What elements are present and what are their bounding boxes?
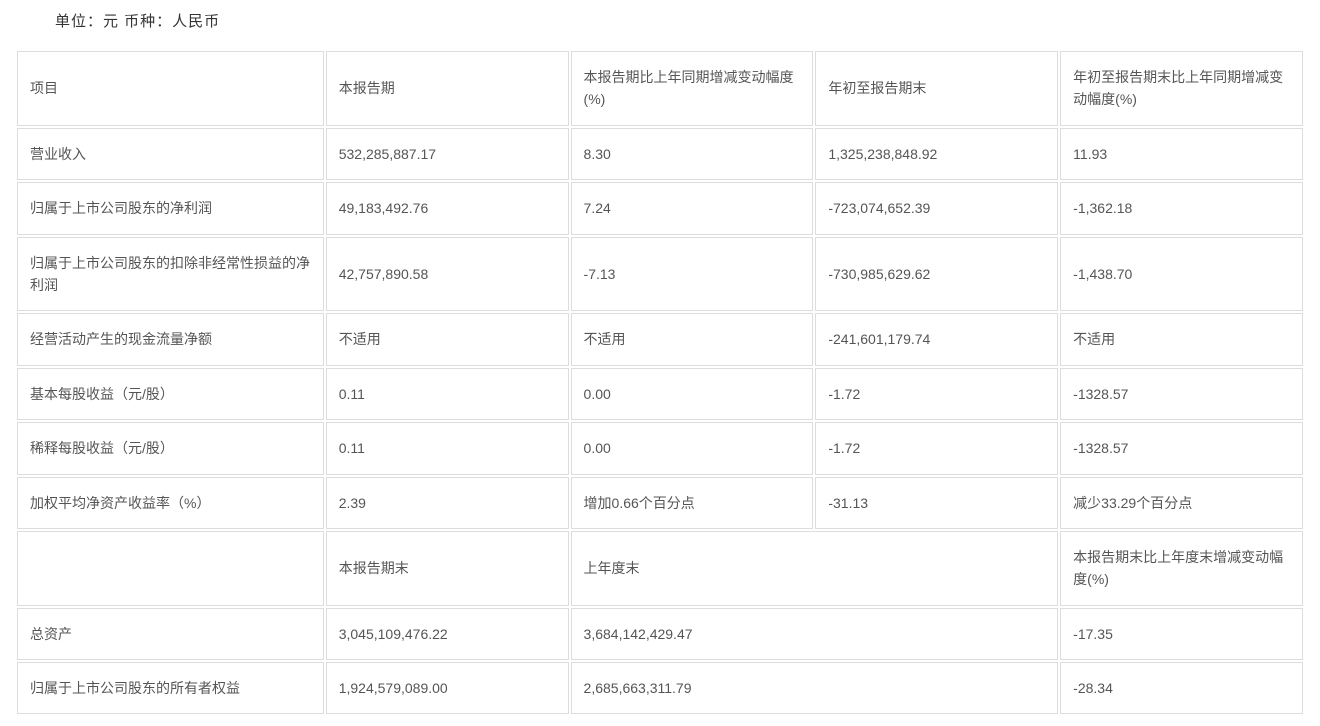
- cell-value: 减少33.29个百分点: [1060, 477, 1303, 529]
- financial-table: 项目 本报告期 本报告期比上年同期增减变动幅度(%) 年初至报告期末 年初至报告…: [15, 49, 1305, 716]
- cell-item: 稀释每股收益（元/股）: [17, 422, 324, 474]
- cell-value: -241,601,179.74: [815, 313, 1058, 365]
- cell-item: 归属于上市公司股东的净利润: [17, 182, 324, 234]
- cell-value: 0.11: [326, 422, 569, 474]
- cell-value: 42,757,890.58: [326, 237, 569, 312]
- cell-value: 3,684,142,429.47: [571, 608, 1059, 660]
- table-row: 稀释每股收益（元/股） 0.11 0.00 -1.72 -1328.57: [17, 422, 1303, 474]
- cell-value: -1328.57: [1060, 422, 1303, 474]
- cell-item-blank: [17, 531, 324, 606]
- cell-value: 7.24: [571, 182, 814, 234]
- unit-label: 单位：元 币种：人民币: [55, 10, 1305, 31]
- col-header-period-end: 本报告期末: [326, 531, 569, 606]
- cell-item: 归属于上市公司股东的扣除非经常性损益的净利润: [17, 237, 324, 312]
- table-row: 经营活动产生的现金流量净额 不适用 不适用 -241,601,179.74 不适…: [17, 313, 1303, 365]
- table-row: 归属于上市公司股东的扣除非经常性损益的净利润 42,757,890.58 -7.…: [17, 237, 1303, 312]
- cell-item: 加权平均净资产收益率（%）: [17, 477, 324, 529]
- cell-value: 不适用: [326, 313, 569, 365]
- col-header-item: 项目: [17, 51, 324, 126]
- cell-item: 总资产: [17, 608, 324, 660]
- col-header-ytd-chg: 年初至报告期末比上年同期增减变动幅度(%): [1060, 51, 1303, 126]
- cell-value: 49,183,492.76: [326, 182, 569, 234]
- cell-item: 经营活动产生的现金流量净额: [17, 313, 324, 365]
- cell-value: 532,285,887.17: [326, 128, 569, 180]
- cell-value: -1,362.18: [1060, 182, 1303, 234]
- cell-item: 归属于上市公司股东的所有者权益: [17, 662, 324, 714]
- table-header-row: 项目 本报告期 本报告期比上年同期增减变动幅度(%) 年初至报告期末 年初至报告…: [17, 51, 1303, 126]
- cell-value: 2,685,663,311.79: [571, 662, 1059, 714]
- cell-value: 8.30: [571, 128, 814, 180]
- cell-value: 不适用: [571, 313, 814, 365]
- cell-value: 0.11: [326, 368, 569, 420]
- cell-value: 1,924,579,089.00: [326, 662, 569, 714]
- table-subheader-row: 本报告期末 上年度末 本报告期末比上年度末增减变动幅度(%): [17, 531, 1303, 606]
- cell-value: -730,985,629.62: [815, 237, 1058, 312]
- col-header-change-pct: 本报告期末比上年度末增减变动幅度(%): [1060, 531, 1303, 606]
- cell-value: 不适用: [1060, 313, 1303, 365]
- cell-value: -7.13: [571, 237, 814, 312]
- col-header-prev-year-end: 上年度末: [571, 531, 1059, 606]
- cell-value: 3,045,109,476.22: [326, 608, 569, 660]
- cell-value: -31.13: [815, 477, 1058, 529]
- table-row: 营业收入 532,285,887.17 8.30 1,325,238,848.9…: [17, 128, 1303, 180]
- cell-value: -1,438.70: [1060, 237, 1303, 312]
- col-header-current-chg: 本报告期比上年同期增减变动幅度(%): [571, 51, 814, 126]
- table-row: 归属于上市公司股东的净利润 49,183,492.76 7.24 -723,07…: [17, 182, 1303, 234]
- cell-value: 0.00: [571, 368, 814, 420]
- cell-value: -28.34: [1060, 662, 1303, 714]
- cell-item: 基本每股收益（元/股）: [17, 368, 324, 420]
- col-header-current: 本报告期: [326, 51, 569, 126]
- cell-value: 0.00: [571, 422, 814, 474]
- cell-value: -1328.57: [1060, 368, 1303, 420]
- cell-value: -723,074,652.39: [815, 182, 1058, 234]
- cell-value: 2.39: [326, 477, 569, 529]
- table-row: 归属于上市公司股东的所有者权益 1,924,579,089.00 2,685,6…: [17, 662, 1303, 714]
- cell-value: 1,325,238,848.92: [815, 128, 1058, 180]
- table-row: 加权平均净资产收益率（%） 2.39 增加0.66个百分点 -31.13 减少3…: [17, 477, 1303, 529]
- table-row: 总资产 3,045,109,476.22 3,684,142,429.47 -1…: [17, 608, 1303, 660]
- cell-value: -1.72: [815, 368, 1058, 420]
- cell-value: -17.35: [1060, 608, 1303, 660]
- cell-item: 营业收入: [17, 128, 324, 180]
- cell-value: 11.93: [1060, 128, 1303, 180]
- table-row: 基本每股收益（元/股） 0.11 0.00 -1.72 -1328.57: [17, 368, 1303, 420]
- cell-value: 增加0.66个百分点: [571, 477, 814, 529]
- cell-value: -1.72: [815, 422, 1058, 474]
- col-header-ytd: 年初至报告期末: [815, 51, 1058, 126]
